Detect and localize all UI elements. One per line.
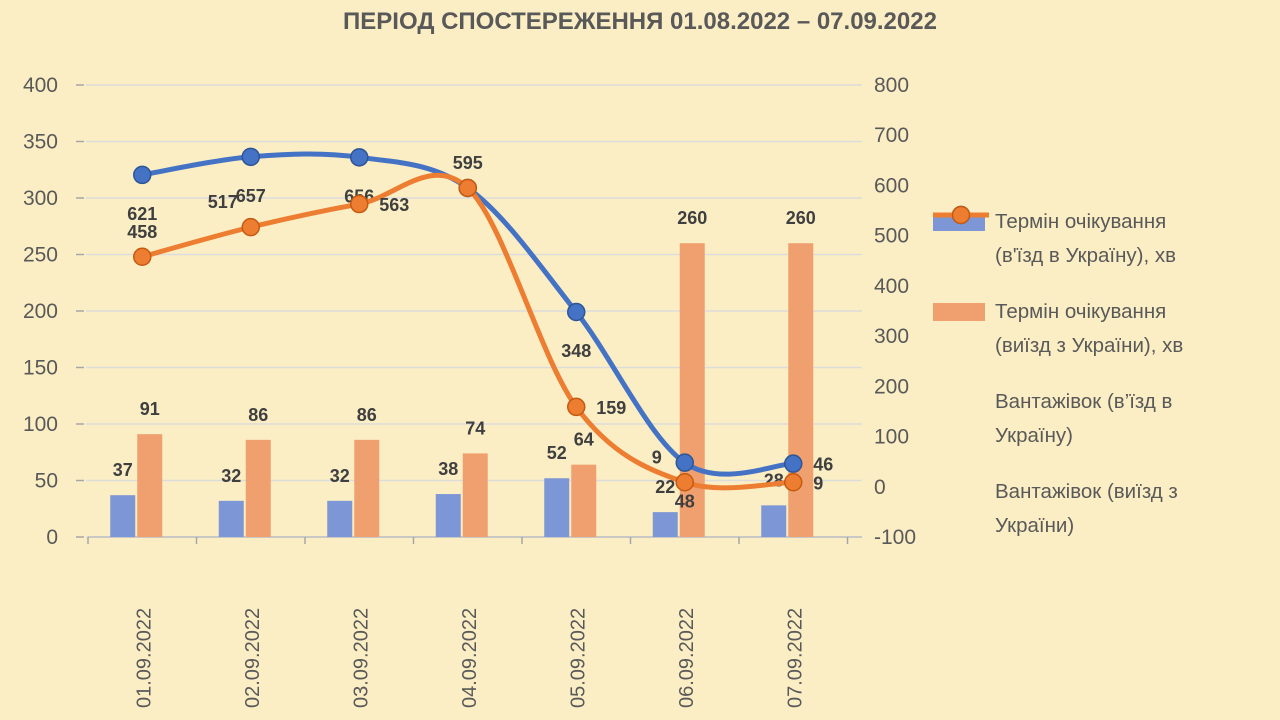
left-axis-label: 200 bbox=[23, 300, 58, 323]
line-data-label: 563 bbox=[379, 195, 409, 215]
bar-data-label: 260 bbox=[677, 208, 707, 228]
x-axis-category-label: 01.09.2022 bbox=[133, 608, 155, 708]
legend-item-4: Вантажівок (виїзд з України) bbox=[933, 205, 1263, 543]
bar bbox=[354, 439, 380, 537]
left-axis-label: 50 bbox=[35, 470, 58, 493]
bar-data-label: 52 bbox=[547, 443, 567, 463]
x-axis-category-label: 05.09.2022 bbox=[567, 608, 589, 708]
x-axis-category-label: 06.09.2022 bbox=[676, 608, 698, 708]
bar-data-label: 38 bbox=[438, 459, 458, 479]
left-axis-label: 250 bbox=[23, 244, 58, 267]
bar bbox=[571, 464, 597, 537]
bar bbox=[137, 434, 163, 537]
bar bbox=[435, 494, 461, 537]
line-data-label: 46 bbox=[813, 455, 833, 475]
right-axis-label: 100 bbox=[874, 426, 909, 449]
right-axis-label: 400 bbox=[874, 275, 909, 298]
left-axis-label: 400 bbox=[23, 74, 58, 97]
x-axis-category-label: 07.09.2022 bbox=[784, 608, 806, 708]
left-axis-label: 150 bbox=[23, 357, 58, 380]
bar-data-label: 32 bbox=[221, 466, 241, 486]
bar-data-label: 91 bbox=[140, 399, 160, 419]
right-axis-label: 500 bbox=[874, 225, 909, 248]
right-axis-label: 0 bbox=[874, 476, 886, 499]
line-marker bbox=[458, 178, 477, 198]
legend-bar-swatch bbox=[933, 303, 995, 321]
bar-data-label: 74 bbox=[465, 418, 485, 438]
line-marker bbox=[567, 302, 586, 322]
bar bbox=[327, 500, 353, 537]
right-axis-label: 700 bbox=[874, 124, 909, 147]
right-axis-label: 800 bbox=[874, 74, 909, 97]
line-swatch-icon bbox=[933, 205, 989, 225]
x-axis-category-label: 04.09.2022 bbox=[459, 608, 481, 708]
left-axis-label: 350 bbox=[23, 131, 58, 154]
bar bbox=[652, 512, 678, 537]
line-marker bbox=[241, 147, 260, 167]
bar-data-label: 37 bbox=[113, 460, 133, 480]
bar-data-label: 86 bbox=[357, 405, 377, 425]
legend-label-line: Термін очікування bbox=[995, 210, 1167, 233]
bar-data-label: 22 bbox=[655, 477, 675, 497]
line-marker bbox=[241, 217, 260, 237]
line-data-label: 348 bbox=[561, 341, 591, 361]
bar bbox=[788, 243, 814, 537]
line-data-label: 9 bbox=[652, 447, 662, 467]
line-data-label: 517 bbox=[208, 192, 238, 212]
bar bbox=[544, 478, 570, 537]
line-marker bbox=[350, 194, 369, 214]
line-marker bbox=[133, 165, 152, 185]
legend-item-label: Термін очікування (в'їзд в Україну), хв bbox=[995, 205, 1255, 273]
bar bbox=[462, 453, 488, 537]
legend-label-line: (в'їзд в Україну), хв bbox=[995, 244, 1177, 267]
line-marker bbox=[133, 247, 152, 267]
line-data-label: 159 bbox=[596, 398, 626, 418]
right-axis-label: 300 bbox=[874, 325, 909, 348]
line-marker bbox=[784, 454, 803, 473]
right-axis-label: -100 bbox=[874, 526, 916, 549]
left-axis-label: 300 bbox=[23, 187, 58, 210]
left-axis-label: 0 bbox=[46, 526, 58, 549]
x-axis-category-label: 02.09.2022 bbox=[242, 608, 264, 708]
line-data-label: 458 bbox=[127, 222, 157, 242]
legend-label-line: Термін очікування bbox=[995, 300, 1167, 323]
line-data-label: 9 bbox=[813, 473, 823, 493]
legend-label-line: Вантажівок (в’їзд в bbox=[995, 390, 1173, 413]
line-marker bbox=[675, 453, 694, 472]
left-axis-label: 100 bbox=[23, 413, 58, 436]
line-data-label: 48 bbox=[675, 492, 695, 512]
bar bbox=[761, 505, 787, 537]
legend-item-label: Термін очікування (виїзд з України), хв bbox=[995, 295, 1255, 363]
right-axis-label: 200 bbox=[874, 375, 909, 398]
bar-data-label: 64 bbox=[574, 430, 594, 450]
bar-data-label: 32 bbox=[330, 466, 350, 486]
legend-item-label: Вантажівок (в’їзд в Україну) bbox=[995, 385, 1255, 453]
bar-data-label: 260 bbox=[786, 208, 816, 228]
line-data-label: 657 bbox=[236, 186, 266, 206]
bar bbox=[110, 495, 136, 537]
bar-swatch-icon bbox=[933, 303, 985, 321]
chart-title: ПЕРІОД СПОСТЕРЕЖЕННЯ 01.08.2022 – 07.09.… bbox=[343, 8, 937, 35]
legend-label-line: Україну) bbox=[995, 424, 1073, 447]
legend-label-line: (виїзд з України), хв bbox=[995, 334, 1184, 357]
line-marker bbox=[675, 473, 694, 492]
line-marker bbox=[350, 148, 369, 167]
legend-label-line: Вантажівок (виїзд з bbox=[995, 480, 1178, 503]
bar bbox=[245, 439, 271, 537]
legend-label-line: України) bbox=[995, 514, 1075, 537]
bar-data-label: 86 bbox=[248, 405, 268, 425]
line-data-label: 621 bbox=[127, 204, 157, 224]
line-data-label: 595 bbox=[453, 153, 483, 173]
line-marker bbox=[567, 397, 586, 417]
legend-item-2: Термін очікування (виїзд з України), хв bbox=[933, 295, 1263, 363]
legend-item-label: Вантажівок (виїзд з України) bbox=[995, 475, 1255, 543]
legend: Термін очікування (в'їзд в Україну), хв Те… bbox=[933, 205, 1263, 543]
x-axis-category-label: 03.09.2022 bbox=[350, 608, 372, 708]
right-axis-label: 600 bbox=[874, 174, 909, 197]
line-marker bbox=[784, 473, 803, 492]
legend-item-3: Вантажівок (в’їзд в Україну) bbox=[933, 205, 1263, 453]
bar bbox=[218, 500, 244, 537]
